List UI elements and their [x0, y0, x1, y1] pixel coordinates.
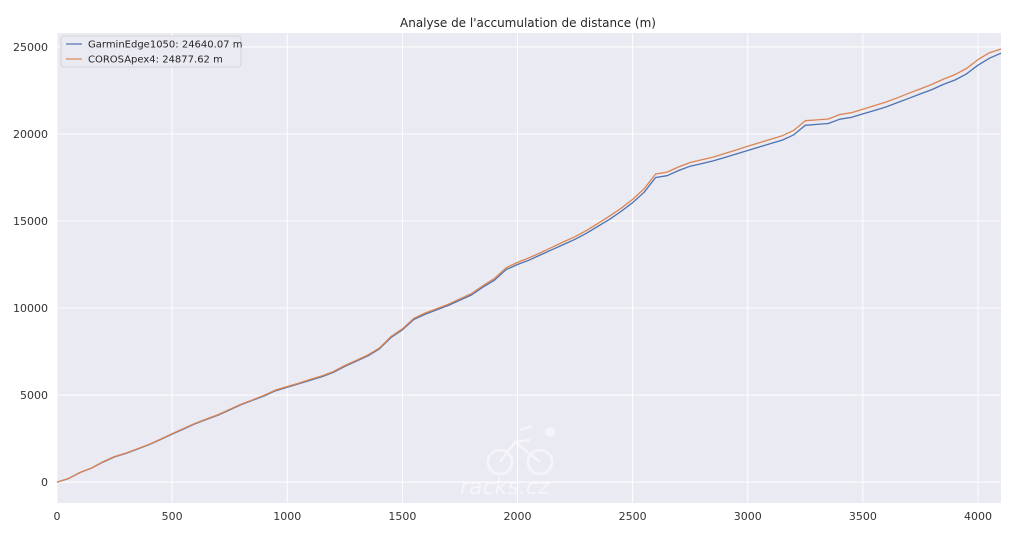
legend: GarminEdge1050: 24640.07 m COROSApex4: 2…	[60, 35, 242, 68]
chart-title: Analyse de l'accumulation de distance (m…	[400, 16, 656, 30]
x-tick-label: 1500	[388, 510, 416, 523]
y-tick-label: 15000	[13, 215, 48, 228]
y-tick-label: 0	[41, 476, 48, 489]
x-tick-label: 4000	[964, 510, 992, 523]
series-layer	[56, 48, 1002, 483]
series-line-coros	[56, 48, 1002, 483]
legend-box	[60, 35, 242, 68]
tick-labels: 0 500 1000 1500 2000 2500 3000 3500 4000 0 5000 100…	[13, 41, 992, 523]
watermark: racks.cz	[460, 424, 555, 500]
y-tick-label: 10000	[13, 302, 48, 315]
x-tick-label: 3000	[734, 510, 762, 523]
cyclist-logo-icon	[486, 424, 555, 476]
plot-area	[57, 33, 1001, 503]
y-tick-label: 20000	[13, 128, 48, 141]
x-tick-label: 500	[162, 510, 183, 523]
legend-label-coros: COROSApex4: 24877.62 m	[88, 55, 223, 66]
x-tick-label: 0	[54, 510, 61, 523]
x-tick-label: 2500	[619, 510, 647, 523]
legend-label-garmin: GarminEdge1050: 24640.07 m	[88, 40, 242, 51]
x-tick-label: 2000	[503, 510, 531, 523]
x-tick-label: 3500	[849, 510, 877, 523]
watermark-text: racks.cz	[460, 475, 550, 500]
y-tick-label: 5000	[20, 389, 48, 402]
x-tick-label: 1000	[273, 510, 301, 523]
y-tick-label: 25000	[13, 41, 48, 54]
grid-layer	[56, 33, 1001, 503]
